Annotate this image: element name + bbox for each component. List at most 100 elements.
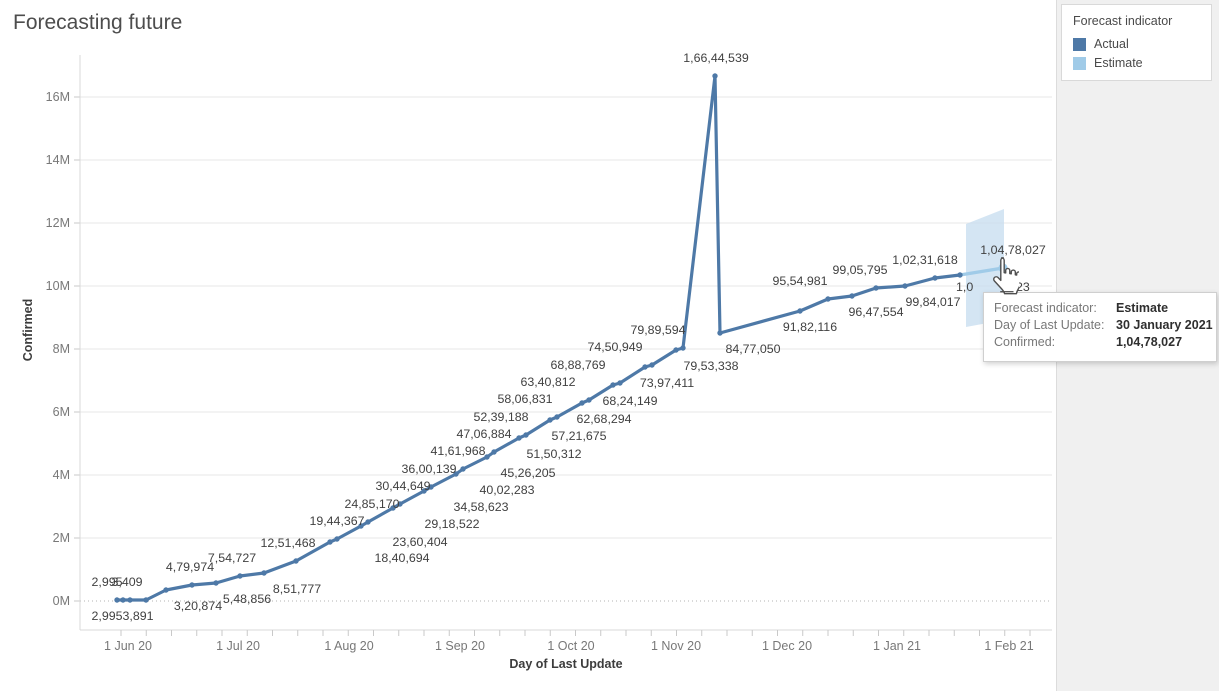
estimate-line[interactable] <box>958 266 1005 277</box>
data-point[interactable] <box>523 432 529 438</box>
legend-title: Forecast indicator <box>1073 14 1173 28</box>
data-point[interactable] <box>390 505 396 511</box>
data-point[interactable] <box>127 597 133 603</box>
data-point-label: 29,18,522 <box>424 517 479 531</box>
data-point[interactable] <box>717 330 723 336</box>
data-point[interactable] <box>358 523 364 529</box>
data-point-label: 2,995 <box>91 575 122 589</box>
hand-cursor-icon <box>993 257 1019 295</box>
data-point[interactable] <box>712 73 718 79</box>
x-tick-label: 1 Jul 20 <box>216 639 260 653</box>
tooltip-row-value: 1,04,78,027 <box>1116 335 1183 349</box>
data-point[interactable] <box>143 597 149 603</box>
legend-item-actual-label: Actual <box>1094 37 1129 51</box>
data-point[interactable] <box>365 519 371 525</box>
data-point[interactable] <box>873 285 879 291</box>
data-point[interactable] <box>579 400 585 406</box>
data-point[interactable] <box>554 414 560 420</box>
data-point-label: 23,60,404 <box>392 535 447 549</box>
data-point-label: 74,50,949 <box>587 340 642 354</box>
data-point-label: 2,995 <box>91 609 122 623</box>
data-point-label: 51,50,312 <box>526 447 581 461</box>
data-point-label: 3,20,874 <box>174 599 222 613</box>
x-tick-label: 1 Jun 20 <box>104 639 152 653</box>
data-point-label: 96,47,554 <box>848 305 903 319</box>
data-point[interactable] <box>453 471 459 477</box>
data-point-label: 4,79,974 <box>166 560 214 574</box>
x-tick-label: 1 Dec 20 <box>762 639 812 653</box>
legend-item-estimate-label: Estimate <box>1094 56 1143 70</box>
data-point-label: 3,891 <box>122 609 153 623</box>
data-point[interactable] <box>610 382 616 388</box>
data-point[interactable] <box>673 347 679 353</box>
data-point[interactable] <box>120 597 126 603</box>
data-point-label-obscured: 1,0 <box>956 280 973 294</box>
data-point[interactable] <box>680 345 686 351</box>
x-tick-label: 1 Aug 20 <box>324 639 373 653</box>
data-point-label: 34,58,623 <box>453 500 508 514</box>
tooltip-row-label: Forecast indicator: <box>994 301 1097 315</box>
worksheet-title: Forecasting future <box>13 11 183 34</box>
data-point[interactable] <box>516 435 522 441</box>
data-point[interactable] <box>237 573 243 579</box>
data-point-label: 68,88,769 <box>550 358 605 372</box>
tooltip-row-value: 30 January 2021 <box>1116 318 1213 332</box>
data-point-label: 73,97,411 <box>640 376 694 390</box>
forecast-line-chart[interactable]: 0M 2M 4M 6M 8M 10M 12M 14M 16M 1 Jun 20 1 Jul 20 1 … <box>0 0 1056 691</box>
data-point[interactable] <box>547 417 553 423</box>
data-point-label: 79,89,594 <box>630 323 685 337</box>
x-tick-label: 1 Feb 21 <box>984 639 1033 653</box>
data-point[interactable] <box>932 275 938 281</box>
actual-color-swatch <box>1073 37 1086 51</box>
y-tick-label: 8M <box>53 342 70 356</box>
data-point[interactable] <box>902 283 908 289</box>
data-point-label: 1,02,31,618 <box>892 253 958 267</box>
data-point[interactable] <box>649 362 655 368</box>
data-point[interactable] <box>617 380 623 386</box>
data-point-label: 8,51,777 <box>273 582 321 596</box>
legend-item-actual[interactable]: Actual <box>1073 37 1205 51</box>
data-point[interactable] <box>293 558 299 564</box>
data-point-label: 99,84,017 <box>905 295 960 309</box>
data-point[interactable] <box>189 582 195 588</box>
data-point-label: 68,24,149 <box>602 394 657 408</box>
data-point-label: 62,68,294 <box>576 412 631 426</box>
y-tick-label: 16M <box>46 90 70 104</box>
data-point[interactable] <box>957 272 963 278</box>
actual-line[interactable] <box>115 74 962 602</box>
data-point-label: 99,05,795 <box>832 263 887 277</box>
y-tick-label: 14M <box>46 153 70 167</box>
data-point-label: 91,82,116 <box>783 320 837 334</box>
data-point[interactable] <box>327 539 333 545</box>
data-point-label: 45,26,205 <box>500 466 555 480</box>
data-point[interactable] <box>797 308 803 314</box>
data-point[interactable] <box>114 597 120 603</box>
data-point[interactable] <box>825 296 831 302</box>
legend-item-estimate[interactable]: Estimate <box>1073 56 1205 70</box>
x-tick-label: 1 Sep 20 <box>435 639 485 653</box>
data-point[interactable] <box>491 449 497 455</box>
data-point[interactable] <box>163 587 169 593</box>
data-point-label: 47,06,884 <box>456 427 511 441</box>
data-point-label: 84,77,050 <box>725 342 780 356</box>
data-point[interactable] <box>397 501 403 507</box>
y-tick-label: 2M <box>53 531 70 545</box>
data-point-label: 1,66,44,539 <box>683 51 749 65</box>
data-point[interactable] <box>421 488 427 494</box>
data-point-label: 7,54,727 <box>208 551 256 565</box>
data-point-label: 30,44,649 <box>375 479 430 493</box>
tooltip-row-label: Confirmed: <box>994 335 1056 349</box>
data-point-label: 58,06,831 <box>497 392 552 406</box>
tooltip-row-value: Estimate <box>1116 301 1169 315</box>
data-point[interactable] <box>428 484 434 490</box>
data-point[interactable] <box>642 364 648 370</box>
data-point[interactable] <box>213 580 219 586</box>
data-point[interactable] <box>334 536 340 542</box>
data-point[interactable] <box>586 397 592 403</box>
data-point[interactable] <box>460 466 466 472</box>
data-point[interactable] <box>849 293 855 299</box>
data-point-label: 12,51,468 <box>260 536 315 550</box>
data-point[interactable] <box>261 570 267 576</box>
data-point[interactable] <box>484 454 490 460</box>
